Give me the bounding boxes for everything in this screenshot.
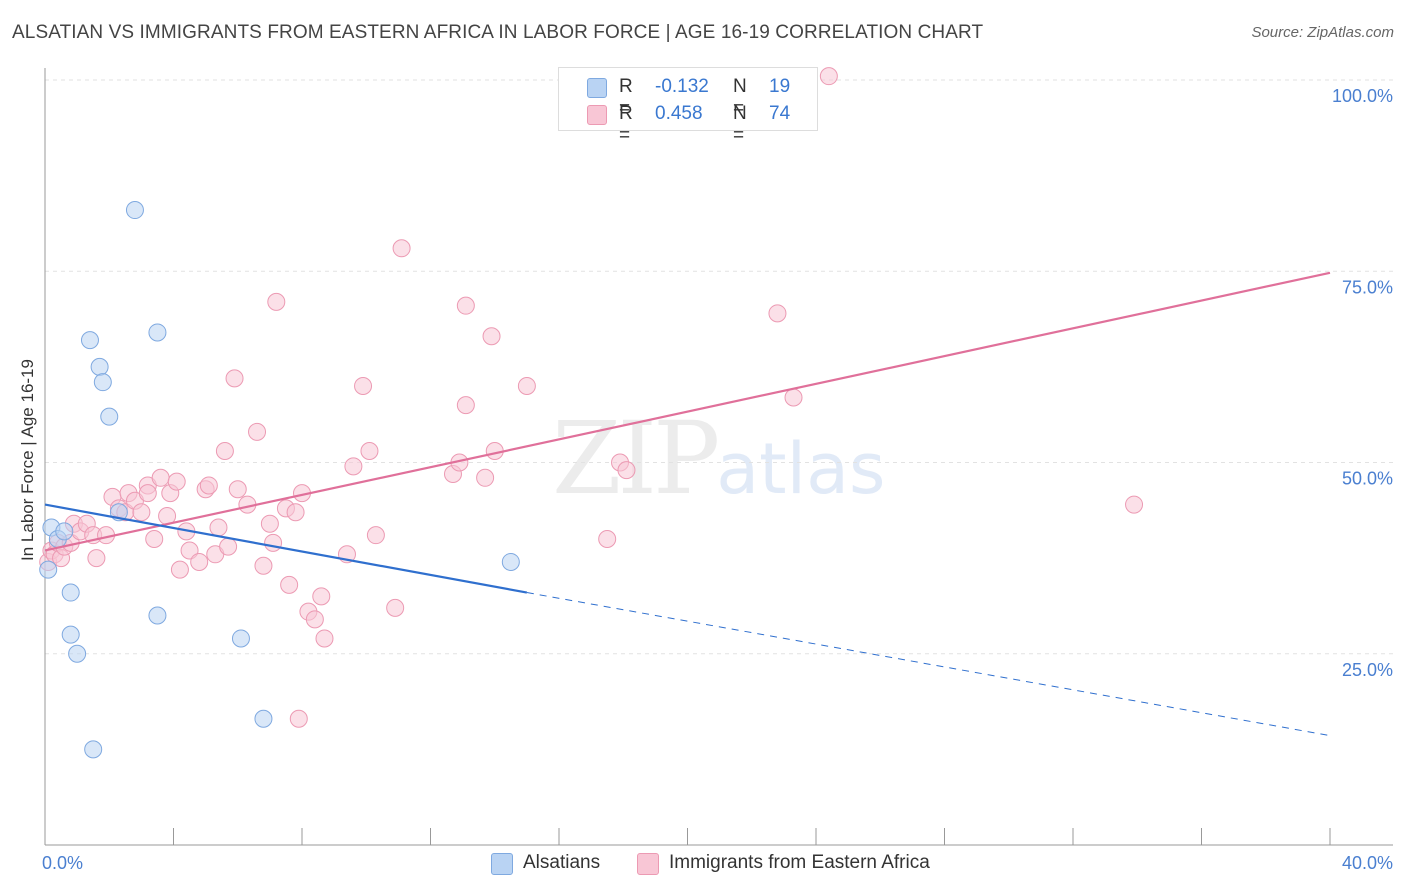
immigrants-point bbox=[768, 304, 787, 323]
watermark-zip: ZIP bbox=[552, 400, 720, 517]
immigrants-point bbox=[280, 575, 299, 594]
immigrants-point bbox=[267, 292, 286, 311]
immigrants-point bbox=[209, 518, 228, 537]
trend-line-alsatians bbox=[44, 503, 528, 594]
immigrants-point bbox=[598, 530, 617, 548]
immigrants-point bbox=[517, 377, 536, 395]
series-alsatians-points bbox=[39, 201, 520, 759]
immigrants-point bbox=[482, 327, 501, 346]
series-immigrants-points bbox=[39, 67, 1144, 728]
alsatians-point bbox=[125, 201, 144, 220]
immigrants-point bbox=[167, 472, 186, 491]
immigrants-point bbox=[180, 541, 199, 560]
immigrants-point bbox=[344, 457, 363, 476]
y-tick-label: 100.0% bbox=[1332, 86, 1393, 106]
watermark-atlas: atlas bbox=[716, 428, 886, 510]
immigrants-point bbox=[87, 549, 106, 568]
immigrants-point bbox=[819, 67, 838, 86]
immigrants-point bbox=[145, 530, 164, 548]
legend-n-label: N = bbox=[733, 76, 747, 119]
bottom-legend-label-immigrants: Immigrants from Eastern Africa bbox=[669, 852, 930, 873]
alsatians-point bbox=[90, 357, 109, 376]
chart-title: ALSATIAN VS IMMIGRANTS FROM EASTERN AFRI… bbox=[12, 22, 984, 43]
immigrants-point bbox=[360, 442, 379, 461]
immigrants-point bbox=[392, 239, 411, 258]
alsatians-point bbox=[39, 560, 58, 579]
immigrants-point bbox=[1125, 495, 1144, 514]
y-tick-label: 50.0% bbox=[1342, 469, 1393, 489]
immigrants-point bbox=[264, 533, 283, 552]
grid bbox=[45, 79, 1393, 655]
y-tick-label: 25.0% bbox=[1342, 660, 1393, 680]
alsatians-point bbox=[254, 709, 273, 728]
legend-swatch-alsatians bbox=[587, 78, 607, 98]
trend-line-alsatians-extension bbox=[526, 592, 1331, 737]
immigrants-point bbox=[138, 484, 157, 503]
immigrants-point bbox=[199, 476, 218, 495]
bottom-legend-label-alsatians: Alsatians bbox=[523, 852, 601, 873]
immigrants-point bbox=[190, 552, 209, 571]
alsatians-point bbox=[100, 407, 119, 426]
alsatians-point bbox=[61, 625, 80, 644]
alsatians-point bbox=[55, 522, 74, 541]
legend-n-label: N = bbox=[733, 103, 747, 146]
immigrants-point bbox=[289, 709, 308, 728]
immigrants-point bbox=[260, 514, 279, 533]
immigrants-point bbox=[617, 461, 636, 480]
immigrants-point bbox=[225, 369, 244, 388]
immigrants-point bbox=[286, 503, 305, 522]
immigrants-point bbox=[132, 503, 151, 522]
trend-line-immigrants bbox=[44, 271, 1331, 552]
immigrants-point bbox=[254, 556, 273, 575]
tick-labels: 25.0% 50.0% 75.0% 100.0% 0.0% 40.0% bbox=[42, 86, 1393, 873]
immigrants-point bbox=[456, 296, 475, 315]
legend-n-value: 19 bbox=[769, 76, 791, 97]
immigrants-point bbox=[248, 422, 267, 441]
legend-r-label: R = bbox=[619, 76, 633, 119]
x-tick-label-min: 0.0% bbox=[42, 853, 83, 873]
immigrants-point bbox=[228, 480, 247, 499]
alsatians-point bbox=[68, 644, 87, 663]
alsatians-point bbox=[84, 740, 103, 759]
immigrants-point bbox=[476, 468, 495, 487]
alsatians-point bbox=[148, 323, 167, 342]
y-tick-label: 75.0% bbox=[1342, 277, 1393, 297]
legend-r-value: 0.458 bbox=[655, 103, 703, 124]
immigrants-point bbox=[312, 587, 331, 606]
immigrants-point bbox=[456, 396, 475, 415]
alsatians-point bbox=[501, 552, 520, 571]
source-label: Source: ZipAtlas.com bbox=[1251, 24, 1394, 41]
immigrants-point bbox=[305, 610, 324, 629]
alsatians-point bbox=[80, 331, 99, 350]
axes bbox=[44, 68, 1393, 846]
legend-r-value: -0.132 bbox=[655, 76, 709, 97]
alsatians-point bbox=[93, 373, 112, 392]
legend-swatch-immigrants bbox=[587, 105, 607, 125]
alsatians-point bbox=[148, 606, 167, 625]
immigrants-point bbox=[219, 537, 238, 556]
trend-lines bbox=[44, 271, 1331, 737]
immigrants-point bbox=[354, 377, 373, 395]
immigrants-point bbox=[315, 629, 334, 648]
immigrants-point bbox=[151, 468, 170, 487]
watermark: ZIPatlas bbox=[552, 400, 885, 517]
correlation-legend: R = -0.132 N = 19 R = 0.458 N = 74 bbox=[558, 67, 818, 146]
bottom-legend-swatch-alsatians bbox=[491, 853, 513, 875]
legend-n-value: 74 bbox=[769, 103, 791, 124]
x-tick-label-max: 40.0% bbox=[1342, 853, 1393, 873]
immigrants-point bbox=[215, 442, 234, 461]
bottom-legend-swatch-immigrants bbox=[637, 853, 659, 875]
alsatians-point bbox=[61, 583, 80, 602]
immigrants-point bbox=[784, 388, 803, 407]
alsatians-point bbox=[231, 629, 250, 648]
legend-r-label: R = bbox=[619, 103, 633, 146]
immigrants-point bbox=[170, 560, 189, 579]
immigrants-point bbox=[366, 526, 385, 545]
immigrants-point bbox=[386, 598, 405, 617]
